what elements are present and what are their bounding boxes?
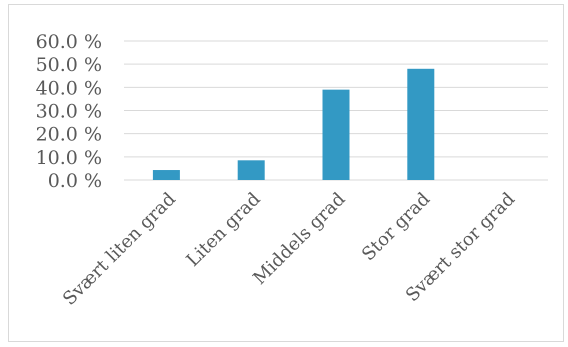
x-category-label: Svært liten grad <box>59 189 180 310</box>
bar <box>152 170 180 180</box>
y-tick-label: 60.0 % <box>36 31 102 53</box>
y-tick-label: 50.0 % <box>36 54 102 76</box>
y-tick-label: 20.0 % <box>36 124 102 146</box>
chart-frame <box>8 4 564 342</box>
y-tick-label: 40.0 % <box>36 77 102 99</box>
x-category-label: Stor grad <box>358 189 434 265</box>
gridlines <box>124 40 548 181</box>
y-tick-label: 30.0 % <box>36 101 102 123</box>
y-axis-tick-labels: 0.0 %10.0 %20.0 %30.0 %40.0 %50.0 %60.0 … <box>36 31 102 192</box>
y-tick-label: 10.0 % <box>36 147 102 169</box>
bar <box>237 160 265 180</box>
y-tick-label: 0.0 % <box>48 170 102 192</box>
x-category-label: Liten grad <box>183 189 265 271</box>
bars <box>152 68 435 180</box>
bar <box>322 89 350 180</box>
bar <box>407 68 435 180</box>
